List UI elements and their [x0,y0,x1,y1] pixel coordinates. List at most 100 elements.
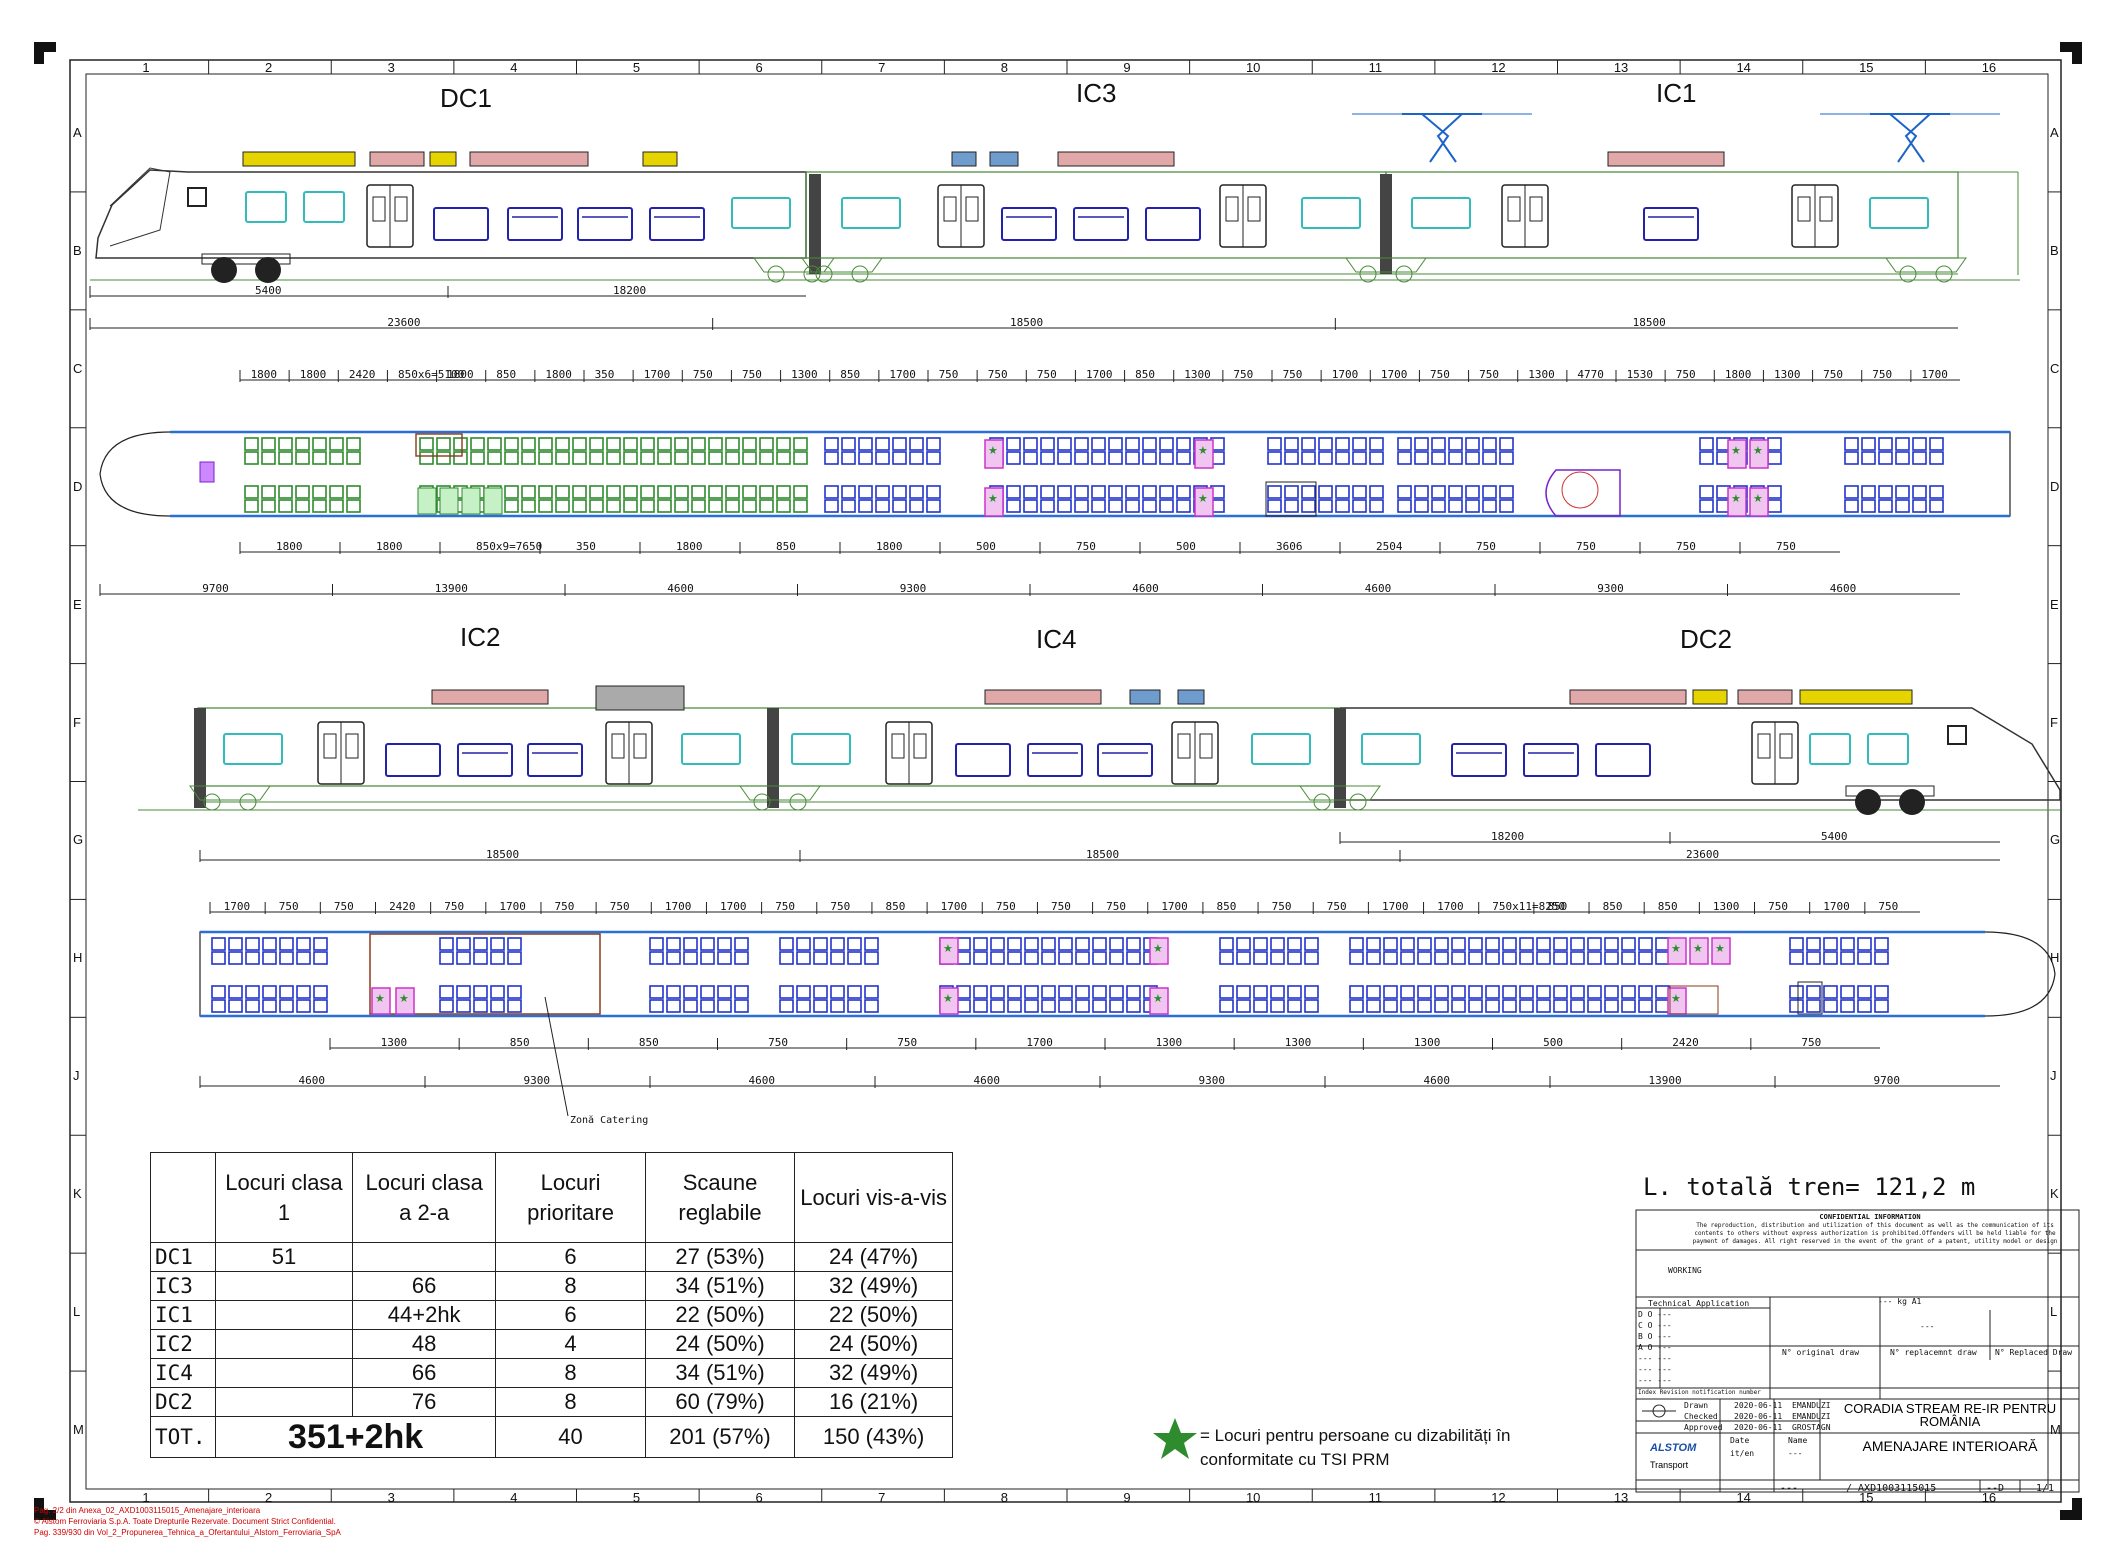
tb-replaced: N° Replaced Draw [1995,1348,2073,1357]
seat [734,999,749,1013]
roof-equipment [1692,689,1728,705]
seat [1074,499,1089,513]
grid-row-label: M [2050,1422,2061,1438]
seat [436,437,451,451]
car-label-dc1: DC1 [440,83,493,113]
prm-star: ★ [1671,942,1681,955]
seat [439,951,454,965]
table-cell: 6 [495,1242,646,1272]
seat [490,999,505,1013]
seat [1352,499,1367,513]
dimension-label: 1800 [276,540,303,553]
dimension-label: 2504 [1376,540,1403,553]
seat [1301,499,1316,513]
seat [990,937,1005,951]
grid-col-label: 5 [632,1490,641,1505]
seat [1468,985,1483,999]
tb-kg: --- kg A1 [1878,1297,1922,1306]
seat [1075,937,1090,951]
tb-role-cell: Checked [1684,1412,1718,1421]
seat [858,451,873,465]
table-cell: 34 (51%) [644,1358,796,1388]
wheel [789,793,807,811]
seat [858,485,873,499]
seat [228,999,243,1013]
seat [1465,451,1480,465]
seat [1366,951,1381,965]
table-cell: 60 (79%) [644,1387,796,1417]
bogie [1299,785,1381,801]
window [1027,743,1083,777]
seat [717,985,732,999]
seat [1352,485,1367,499]
dimension-label: 4600 [1132,582,1159,595]
table-cell: 6 [495,1300,646,1330]
seat [1219,999,1234,1013]
door-window [394,196,408,222]
window [649,207,705,241]
table-total-reg: 201 (57%) [644,1416,796,1458]
seat [1397,485,1412,499]
prm-seat [1689,937,1709,965]
table-cell: 51 [214,1242,354,1272]
seat [813,985,828,999]
car-label-ic1: IC1 [1656,78,1697,108]
seat [1861,451,1876,465]
wheel [1359,265,1377,283]
seat [313,985,328,999]
dimension-label: 1700 [720,900,747,913]
dimension-label: 750 [1768,900,1788,913]
toilet [415,433,463,457]
seat [1874,951,1889,965]
seat [864,985,879,999]
seat [1400,999,1415,1013]
dimension-label: 750 [444,900,465,913]
table-body: DC1 51 6 27 (53%) 24 (47%) IC3 66 8 34 (51%) 32 (… [150,1242,953,1458]
grid-col-label: 7 [878,60,886,75]
seat [1929,485,1944,499]
seat [211,999,226,1013]
seat [640,451,655,465]
seat [279,951,294,965]
seat [700,951,715,965]
dimension-label: 350 [576,540,596,553]
dimension-label: 850 [1135,368,1156,381]
roof-equipment [469,151,589,167]
dimension-label: 1700 [1381,900,1409,913]
grid-row-label: F [2050,714,2058,730]
seat [892,437,907,451]
seat [1383,999,1398,1013]
seat [1366,999,1381,1013]
seat [1058,951,1073,965]
seat [875,437,890,451]
seat [1057,451,1072,465]
tb-role-cell: Drawn [1684,1401,1709,1410]
window [1869,197,1929,229]
dimension-label: 850 [885,900,906,913]
seat [1126,937,1141,951]
footer-line-3: Pag. 339/930 din Vol_2_Propunerea_Tehnic… [34,1528,341,1537]
prm-seat [1194,439,1214,469]
seat [1417,951,1432,965]
table-cell: 44+2hk [352,1300,497,1330]
seat [507,985,522,999]
table-header-row: Locuri clasa 1 Locuri clasa a 2-a Locuri… [150,1152,953,1243]
seat [1023,485,1038,499]
grid-col-label: 11 [1368,1490,1383,1505]
dimension-label: 750 [1106,900,1127,913]
gangway [767,708,779,808]
seat [674,451,689,465]
seat [1857,985,1872,999]
seat [824,451,839,465]
window [1595,743,1651,777]
seat [640,437,655,451]
tb-repl-draw: N° replacemnt draw [1890,1348,1977,1357]
grid-col-label: 16 [1981,60,1997,75]
seat [1075,999,1090,1013]
tb-rev-row: D O --- [1638,1310,1672,1319]
tb-tech-app: Technical Application [1648,1299,1750,1308]
seat [1219,985,1234,999]
seat [1451,999,1466,1013]
seat [683,937,698,951]
seat [1789,999,1804,1013]
